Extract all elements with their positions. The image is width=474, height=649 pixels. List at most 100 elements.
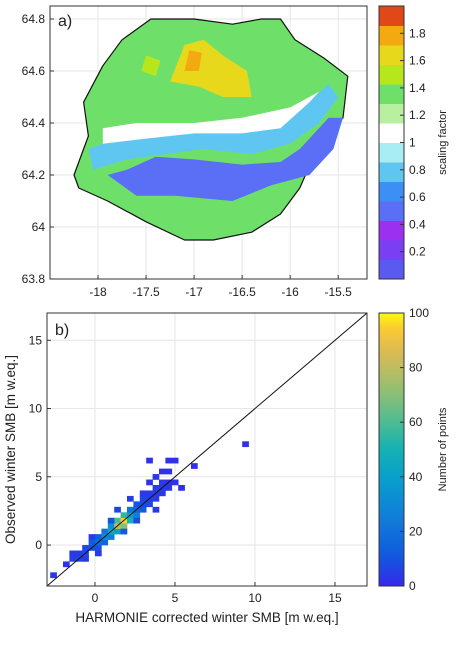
- panel-b-reference-line: [46, 312, 368, 587]
- x-tick-label: -17: [185, 285, 203, 299]
- panel-b-colorbar: [378, 312, 405, 587]
- density-bin: [165, 484, 173, 491]
- colorbar-segment: [379, 162, 404, 182]
- density-bin: [159, 479, 166, 486]
- colorbar-tick-label: 20: [409, 524, 423, 538]
- colorbar-tick-label: 100: [409, 306, 429, 320]
- density-bin: [120, 523, 128, 529]
- density-bin: [95, 545, 102, 551]
- density-bin: [242, 441, 249, 448]
- density-bin: [114, 517, 121, 524]
- density-bin: [133, 517, 141, 524]
- density-bin: [120, 528, 128, 535]
- density-bin: [146, 479, 153, 486]
- colorbar-tick-label: 0.4: [409, 217, 426, 231]
- density-bin: [171, 457, 179, 464]
- colorbar-gradient: [378, 312, 405, 587]
- density-bin: [88, 534, 96, 540]
- density-bin: [50, 572, 57, 579]
- density-bin: [127, 517, 134, 524]
- region-max-center: [184, 50, 202, 71]
- colorbar-segment: [379, 240, 404, 260]
- colorbar-tick-label: 1: [409, 136, 416, 150]
- panel-a-x-ticks: -18 -17.5 -17 -16.5 -16 -15.5: [89, 275, 352, 299]
- density-bin: [171, 479, 179, 486]
- panel-a-regions: [73, 18, 349, 241]
- colorbar-tick-label: 0.6: [409, 190, 426, 204]
- density-bin: [178, 484, 185, 491]
- density-bin: [82, 545, 89, 551]
- colorbar-tick-label: 80: [409, 361, 423, 375]
- colorbar-tick-label: 0: [409, 579, 416, 593]
- panel-b-y-axis-label: Observed winter SMB [m w.eq.]: [3, 355, 18, 544]
- density-bin: [165, 457, 173, 464]
- panel-a-colorbar-ticks: 0.2 0.4 0.6 0.8 1 1.2 1.4 1.6 1.8: [400, 26, 426, 259]
- density-bin: [133, 512, 141, 519]
- density-bin: [88, 539, 96, 546]
- panel-b-x-axis-label: HARMONIE corrected winter SMB [m w.eq.]: [75, 610, 338, 625]
- colorbar-segment: [379, 201, 404, 221]
- y-tick-label: 64.6: [22, 64, 46, 78]
- colorbar-segment: [379, 25, 404, 46]
- colorbar-segment: [379, 45, 404, 65]
- region-unity-band: [102, 91, 319, 144]
- density-bin: [139, 495, 147, 502]
- density-bin: [127, 495, 134, 502]
- density-bin: [146, 490, 153, 497]
- density-bin: [75, 550, 83, 557]
- density-bin: [114, 528, 121, 535]
- density-bin: [152, 506, 160, 513]
- x-tick-label: 5: [172, 591, 179, 605]
- density-bin: [107, 517, 115, 524]
- panel-b-label: b): [55, 322, 69, 339]
- colorbar-tick-label: 0.2: [409, 245, 426, 259]
- y-tick-label: 10: [29, 402, 43, 416]
- density-bin: [114, 506, 121, 513]
- x-tick-label: -16.5: [228, 285, 256, 299]
- x-tick-label: 10: [248, 591, 262, 605]
- colorbar-tick-label: 1.6: [409, 54, 426, 68]
- colorbar-tick-label: 0.8: [409, 163, 426, 177]
- panel-a-y-ticks: 63.8 64 64.2 64.4 64.6 64.8: [22, 12, 54, 286]
- density-bin: [69, 550, 77, 557]
- x-tick-label: -17.5: [132, 285, 160, 299]
- density-bin: [120, 512, 128, 519]
- y-tick-label: 64.4: [22, 116, 46, 130]
- x-tick-label: -18: [89, 285, 107, 299]
- colorbar-tick-label: 40: [409, 470, 423, 484]
- density-bin: [101, 539, 109, 546]
- y-tick-label: 64.8: [22, 12, 46, 26]
- density-bin: [69, 555, 77, 562]
- density-bin: [159, 468, 166, 475]
- density-bin: [165, 468, 173, 475]
- density-bin: [146, 501, 153, 508]
- panel-a-frame: [49, 5, 368, 280]
- colorbar-segment: [379, 259, 404, 280]
- panel-b-frame: [46, 312, 368, 587]
- y-tick-label: 64: [32, 220, 46, 234]
- panel-a: -18 -17.5 -17 -16.5 -16 -15.5 63.86464.264.46…: [22, 5, 449, 299]
- colorbar-segment: [379, 64, 404, 85]
- density-bin: [152, 495, 160, 502]
- panel-a-label: a): [58, 13, 72, 30]
- y-tick-label: 0: [35, 538, 42, 552]
- colorbar-tick-label: 60: [409, 415, 423, 429]
- colorbar-tick-label: 1.2: [409, 108, 426, 122]
- region-west-high: [141, 55, 161, 77]
- density-bin: [95, 534, 102, 540]
- density-bin: [95, 550, 102, 557]
- colorbar-tick-label: 1.8: [409, 26, 426, 40]
- density-bin: [107, 534, 115, 540]
- colorbar-tick-label: 1.4: [409, 81, 426, 95]
- colorbar-segment: [379, 123, 404, 143]
- density-bin: [191, 463, 198, 469]
- panel-a-colorbar-label: scaling factor: [437, 110, 449, 175]
- panel-a-colorbar: [378, 5, 405, 280]
- colorbar-segment: [379, 181, 404, 202]
- y-tick-label: 64.2: [22, 168, 46, 182]
- colorbar-segment: [379, 84, 404, 104]
- panel-b-x-ticks: 0 5 10 15: [92, 582, 342, 605]
- colorbar-segment: [379, 103, 404, 124]
- density-bin: [82, 555, 89, 562]
